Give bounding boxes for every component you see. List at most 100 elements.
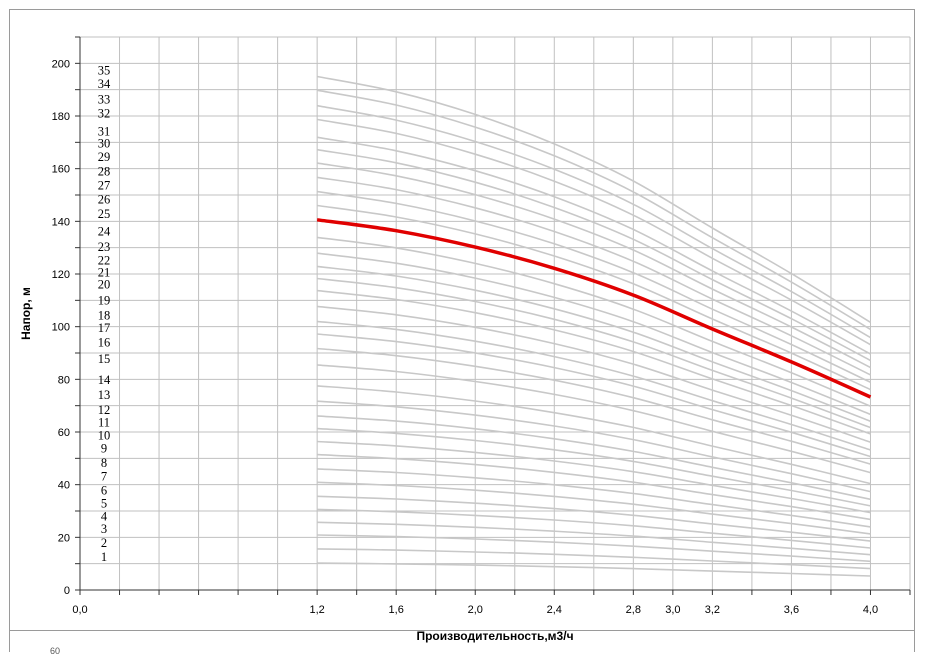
curve-label-27: 27	[98, 179, 111, 193]
curve-stage-17	[317, 333, 871, 458]
curve-label-30: 30	[98, 137, 111, 151]
curve-stage-31	[316, 136, 871, 355]
curve-stage-20	[317, 289, 871, 435]
curve-label-16: 16	[98, 336, 111, 350]
curve-label-1: 1	[101, 550, 107, 564]
curve-stage-22	[317, 265, 871, 423]
curve-stage-16	[317, 347, 871, 465]
curve-label-7: 7	[101, 469, 107, 483]
curve-label-14: 14	[98, 373, 111, 387]
x-axis-title: Производительность,м3/ч	[416, 629, 573, 643]
curve-stage-3	[317, 534, 871, 563]
curve-stage-18	[317, 320, 871, 451]
lower-frame-edge	[9, 630, 915, 652]
y-tick-label: 140	[52, 216, 70, 228]
curve-stage-21	[317, 277, 871, 429]
curve-label-23: 23	[98, 240, 111, 254]
curve-stage-35	[316, 75, 871, 323]
x-tick-label: 1,2	[309, 604, 324, 616]
curve-stage-11	[317, 427, 871, 507]
y-tick-label: 100	[52, 322, 70, 334]
curve-label-26: 26	[98, 193, 111, 207]
curve-label-33: 33	[98, 93, 111, 107]
curve-stage-8	[317, 468, 871, 528]
y-tick-label: 200	[52, 58, 70, 70]
curve-stage-24	[316, 236, 871, 407]
curve-label-13: 13	[98, 388, 111, 402]
curve-label-31: 31	[98, 124, 111, 138]
curve-label-21: 21	[98, 265, 111, 279]
curve-stage-14	[317, 385, 871, 485]
curve-stage-13	[317, 400, 871, 493]
curve-stage-1	[317, 562, 871, 577]
curve-stage-26	[316, 204, 871, 391]
curve-label-17: 17	[98, 321, 111, 335]
curve-stage-32	[316, 118, 871, 346]
x-tick-label: 4,0	[863, 604, 878, 616]
y-axis-title: Напор, м	[19, 287, 33, 340]
curve-stage-5	[317, 508, 871, 549]
y-tick-label: 120	[52, 269, 70, 281]
y-tick-label: 40	[58, 480, 70, 492]
curve-stage-15	[317, 364, 871, 474]
curve-label-22: 22	[98, 253, 111, 267]
curve-label-12: 12	[98, 403, 111, 417]
curve-series	[316, 75, 871, 577]
x-tick-label: 0,0	[72, 604, 87, 616]
curve-stage-27	[316, 190, 871, 384]
curve-stage-7	[317, 481, 871, 535]
curve-label-2: 2	[101, 536, 107, 550]
curve-label-8: 8	[101, 456, 107, 470]
curve-label-25: 25	[98, 207, 111, 221]
curve-stage-33	[316, 104, 871, 339]
curve-stage-4	[317, 521, 871, 556]
footer-note: 60	[50, 646, 61, 656]
curve-label-19: 19	[98, 293, 111, 307]
x-tick-label: 2,8	[626, 604, 641, 616]
curve-label-5: 5	[101, 496, 107, 510]
curve-stage-12	[317, 415, 871, 501]
curve-stage-10	[317, 440, 871, 514]
x-tick-label: 3,6	[784, 604, 799, 616]
highlight-series	[316, 218, 872, 399]
x-tick-label: 3,0	[665, 604, 680, 616]
curve-label-9: 9	[101, 442, 107, 456]
grid-lines	[79, 36, 911, 591]
curve-stage-25-highlighted	[316, 218, 872, 399]
curve-stage-34	[316, 89, 871, 331]
y-tick-label: 20	[58, 532, 70, 544]
y-tick-label: 60	[58, 427, 70, 439]
curve-stage-6	[317, 495, 871, 542]
curve-label-11: 11	[98, 416, 110, 430]
axes	[75, 36, 911, 595]
curve-label-20: 20	[98, 278, 111, 292]
curve-stage-30	[316, 148, 871, 362]
curve-stage-28	[316, 176, 871, 376]
curve-label-18: 18	[98, 308, 111, 322]
curve-label-3: 3	[101, 522, 107, 536]
x-tick-label: 1,6	[389, 604, 404, 616]
y-tick-label: 160	[52, 164, 70, 176]
curve-label-4: 4	[101, 509, 108, 523]
curve-label-35: 35	[98, 64, 111, 78]
curve-stage-29	[316, 162, 871, 369]
curve-label-15: 15	[98, 352, 111, 366]
y-tick-label: 80	[58, 374, 70, 386]
curve-stage-9	[317, 453, 871, 521]
curve-label-29: 29	[98, 150, 111, 164]
x-tick-label: 2,4	[547, 604, 562, 616]
curve-label-34: 34	[98, 77, 111, 91]
curve-label-28: 28	[98, 164, 111, 178]
x-tick-label: 2,0	[468, 604, 483, 616]
curve-stage-23	[316, 252, 871, 416]
y-tick-label: 180	[52, 111, 70, 123]
y-tick-label: 0	[64, 585, 70, 597]
x-tick-label: 3,2	[705, 604, 720, 616]
curve-label-6: 6	[101, 483, 107, 497]
curve-label-10: 10	[98, 428, 111, 442]
curve-label-32: 32	[98, 106, 111, 120]
curve-stage-2	[317, 548, 871, 570]
curve-label-24: 24	[98, 224, 111, 238]
